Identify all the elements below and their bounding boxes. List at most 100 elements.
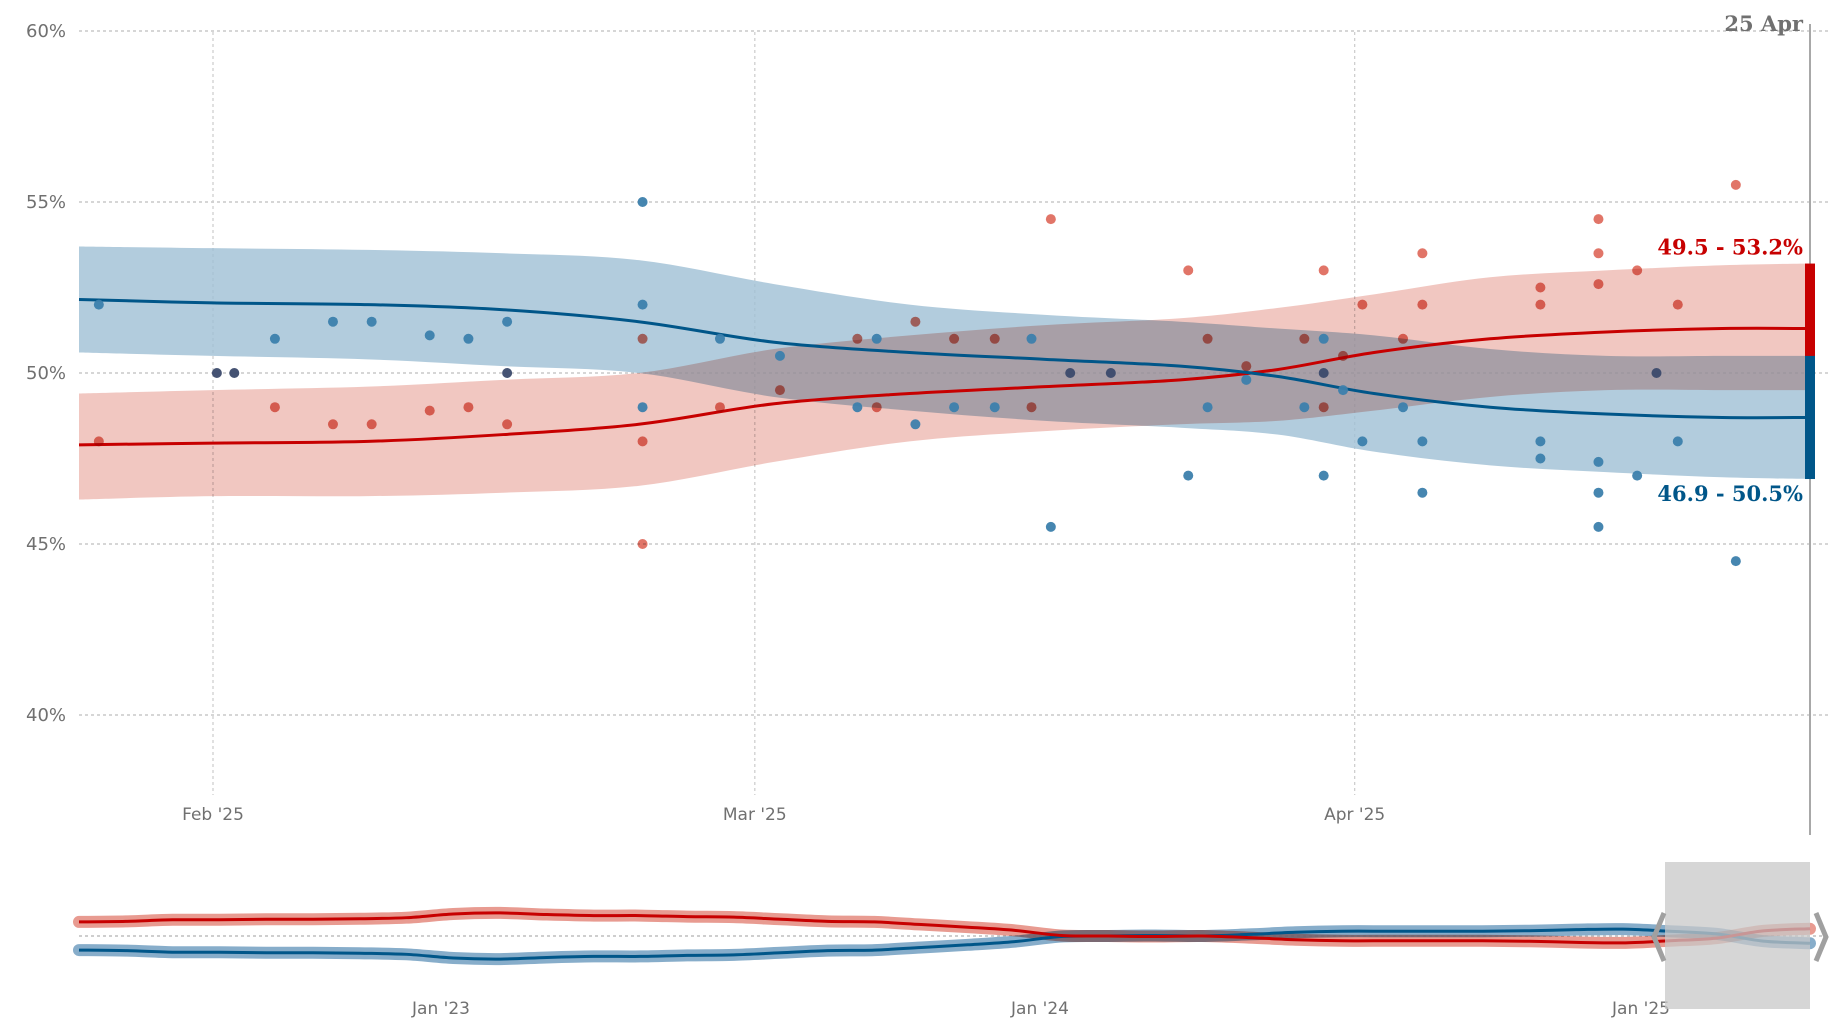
- blue-poll-dot: [637, 197, 648, 207]
- red-poll-dot: [1593, 279, 1604, 290]
- blue-poll-dot: [1593, 521, 1604, 532]
- blue-poll-dot: [502, 316, 513, 327]
- red-poll-dot: [1183, 265, 1194, 276]
- red-poll-dot: [774, 385, 785, 396]
- blue-poll-dot: [1183, 470, 1194, 481]
- red-poll-dot: [1318, 402, 1329, 413]
- red-poll-dot: [637, 539, 648, 549]
- red-poll-dot: [1026, 402, 1037, 413]
- red-poll-dot: [1593, 214, 1604, 225]
- blue-poll-dot: [1593, 487, 1604, 498]
- x-axis-labels: Feb '25 Mar '25 Apr '25: [182, 805, 1385, 825]
- overview-tick-label: Jan '23: [411, 999, 470, 1019]
- red-poll-dot: [1202, 333, 1213, 344]
- x-tick-label: Mar '25: [723, 805, 787, 825]
- blue-poll-dot: [463, 333, 474, 344]
- red-poll-dot: [1357, 299, 1368, 310]
- blue-poll-dot: [1398, 402, 1409, 413]
- y-tick-label: 45%: [26, 534, 66, 555]
- red-poll-dot: [269, 402, 280, 413]
- overview-blue-line: [78, 927, 1811, 961]
- red-confidence-band: [79, 263, 1810, 500]
- red-poll-dot: [637, 436, 648, 447]
- red-range-bar: [1805, 263, 1815, 391]
- blue-poll-dot: [1632, 470, 1643, 481]
- blue-poll-dot: [1318, 470, 1329, 481]
- blue-poll-dot: [910, 419, 921, 430]
- blue-poll-dot: [1593, 456, 1604, 467]
- red-poll-dot: [949, 333, 960, 344]
- poll-dots: [93, 179, 1741, 567]
- blue-poll-dot: [1241, 374, 1252, 385]
- y-axis-labels: 60% 55% 50% 45% 40%: [26, 21, 66, 726]
- blue-poll-dot: [1672, 436, 1683, 447]
- red-poll-dot: [910, 316, 921, 327]
- red-poll-dot: [1672, 299, 1683, 310]
- blue-poll-dot: [714, 333, 725, 344]
- red-poll-dot: [852, 333, 863, 344]
- blue-range-bar: [1805, 355, 1815, 480]
- current-date-label: 25 Apr: [1724, 11, 1804, 36]
- blue-poll-dot: [1535, 453, 1546, 464]
- brush-left-handle-icon[interactable]: [1651, 912, 1667, 962]
- red-poll-dot: [1417, 299, 1428, 310]
- blue-poll-dot: [1202, 402, 1213, 413]
- red-poll-dot: [366, 419, 377, 430]
- blue-poll-dot: [1535, 436, 1546, 447]
- red-poll-dot: [1730, 179, 1741, 190]
- blue-poll-dot: [1357, 436, 1368, 447]
- blue-poll-dot: [1417, 436, 1428, 447]
- blue-poll-dot: [424, 330, 435, 341]
- red-poll-dot: [1045, 214, 1056, 225]
- blue-poll-dot: [871, 333, 882, 344]
- blue-poll-dot: [211, 368, 222, 378]
- red-poll-dot: [502, 419, 513, 430]
- range-bars: [1805, 263, 1815, 480]
- red-poll-dot: [1338, 350, 1349, 361]
- red-poll-dot: [714, 402, 725, 413]
- y-tick-label: 50%: [26, 363, 66, 384]
- blue-poll-dot: [1651, 368, 1662, 378]
- blue-trend-line: [78, 297, 1811, 420]
- blue-poll-dot: [327, 316, 338, 327]
- blue-poll-dot: [93, 299, 104, 310]
- red-poll-dot: [1299, 333, 1310, 344]
- x-tick-label: Apr '25: [1324, 805, 1385, 825]
- blue-poll-dot: [1026, 333, 1037, 344]
- overview-timeline[interactable]: [73, 906, 1830, 966]
- red-poll-dot: [871, 402, 882, 413]
- blue-poll-dot: [852, 402, 863, 413]
- red-poll-dot: [93, 436, 104, 447]
- blue-poll-dot: [1417, 487, 1428, 498]
- y-tick-label: 55%: [26, 192, 66, 213]
- blue-poll-dot: [1065, 368, 1076, 378]
- y-tick-label: 40%: [26, 705, 66, 726]
- red-range-label: 49.5 - 53.2%: [1657, 235, 1803, 260]
- blue-poll-dot: [774, 350, 785, 361]
- blue-poll-dot: [502, 368, 513, 378]
- blue-poll-dot: [1338, 385, 1349, 396]
- blue-poll-dot: [949, 402, 960, 413]
- red-poll-dot: [1535, 282, 1546, 293]
- overview-axis-labels: Jan '23 Jan '24 Jan '25: [411, 999, 1670, 1019]
- red-poll-dot: [989, 333, 1000, 344]
- timeline-brush[interactable]: [1665, 862, 1810, 1009]
- x-gridlines: [212, 32, 1356, 795]
- blue-poll-dot: [637, 402, 648, 413]
- red-poll-dot: [463, 402, 474, 413]
- brush-right-handle-icon[interactable]: [1813, 912, 1829, 962]
- blue-range-label: 46.9 - 50.5%: [1657, 481, 1803, 506]
- red-poll-dot: [1632, 265, 1643, 276]
- blue-poll-dot: [229, 368, 240, 378]
- red-poll-dot: [1417, 248, 1428, 259]
- blue-poll-dot: [1318, 333, 1329, 344]
- blue-poll-dot: [989, 402, 1000, 413]
- blue-poll-dot: [269, 333, 280, 344]
- blue-poll-dot: [637, 299, 648, 310]
- blue-poll-dot: [1045, 521, 1056, 532]
- trend-lines: [78, 297, 1811, 447]
- y-tick-label: 60%: [26, 21, 66, 42]
- x-tick-label: Feb '25: [182, 805, 244, 825]
- red-poll-dot: [1398, 333, 1409, 344]
